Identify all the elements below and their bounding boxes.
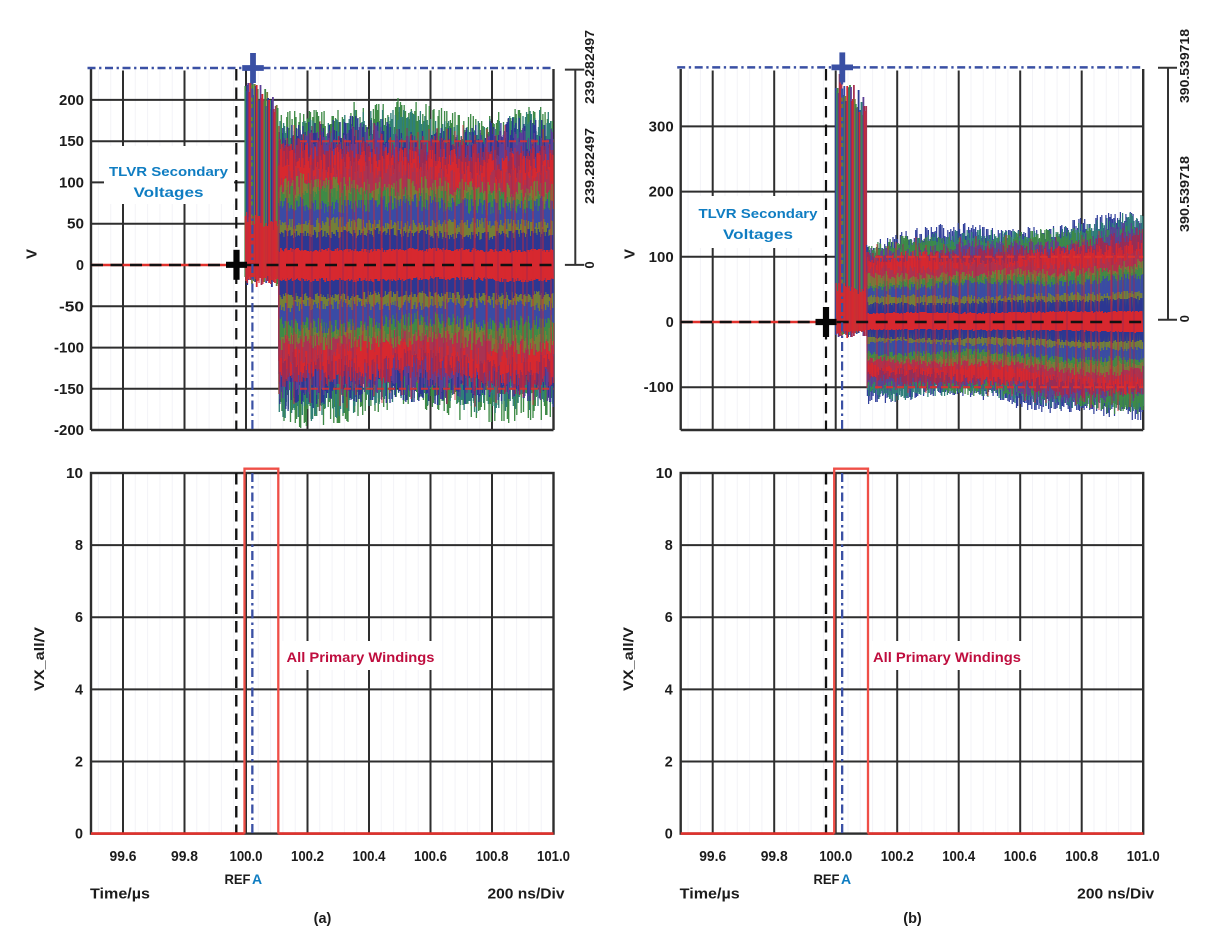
svg-text:300: 300 <box>649 119 674 135</box>
svg-text:4: 4 <box>665 682 673 698</box>
svg-text:8: 8 <box>75 538 83 554</box>
svg-text:50: 50 <box>67 217 84 233</box>
svg-text:99.6: 99.6 <box>699 849 726 865</box>
svg-text:0: 0 <box>666 315 674 331</box>
svg-text:Voltages: Voltages <box>723 227 793 242</box>
svg-text:100.2: 100.2 <box>291 849 324 865</box>
svg-text:10: 10 <box>66 466 83 482</box>
svg-text:390.539718: 390.539718 <box>1177 29 1192 103</box>
svg-text:-200: -200 <box>54 423 84 439</box>
svg-text:(a): (a) <box>314 911 332 927</box>
svg-text:V: V <box>24 249 41 259</box>
svg-text:101.0: 101.0 <box>1127 849 1160 865</box>
svg-text:99.8: 99.8 <box>171 849 198 865</box>
svg-text:All Primary Windings: All Primary Windings <box>873 650 1021 665</box>
svg-text:100.4: 100.4 <box>353 849 386 865</box>
svg-text:REF: REF <box>814 871 840 887</box>
svg-text:100.8: 100.8 <box>476 849 509 865</box>
svg-text:TLVR Secondary: TLVR Secondary <box>109 164 229 179</box>
svg-text:2: 2 <box>665 754 673 770</box>
svg-text:2: 2 <box>75 754 83 770</box>
svg-text:150: 150 <box>59 134 84 150</box>
svg-text:100.0: 100.0 <box>230 849 263 865</box>
svg-text:A: A <box>841 871 851 887</box>
svg-text:0: 0 <box>582 261 597 268</box>
svg-text:All Primary Windings: All Primary Windings <box>287 650 435 665</box>
svg-text:99.6: 99.6 <box>110 849 137 865</box>
svg-text:4: 4 <box>75 682 83 698</box>
svg-text:200 ns/Div: 200 ns/Div <box>1077 887 1154 903</box>
svg-text:100.4: 100.4 <box>942 849 975 865</box>
svg-text:239.282497: 239.282497 <box>582 128 597 204</box>
svg-text:Time/µs: Time/µs <box>90 887 150 903</box>
svg-text:Time/µs: Time/µs <box>680 887 740 903</box>
svg-text:-100: -100 <box>54 341 84 357</box>
svg-text:239.282497: 239.282497 <box>582 30 597 104</box>
svg-text:REF: REF <box>225 871 251 887</box>
svg-text:6: 6 <box>75 610 83 626</box>
svg-text:A: A <box>252 871 262 887</box>
svg-text:-50: -50 <box>59 299 84 315</box>
svg-text:0: 0 <box>76 258 84 274</box>
svg-text:200: 200 <box>59 93 84 109</box>
svg-text:200: 200 <box>649 185 674 201</box>
svg-text:0: 0 <box>665 827 673 843</box>
svg-text:10: 10 <box>656 466 673 482</box>
svg-text:99.8: 99.8 <box>761 849 788 865</box>
svg-text:100: 100 <box>649 250 674 266</box>
svg-text:Voltages: Voltages <box>134 185 204 200</box>
svg-text:200 ns/Div: 200 ns/Div <box>488 887 565 903</box>
svg-text:V: V <box>622 249 639 259</box>
svg-text:100.8: 100.8 <box>1065 849 1098 865</box>
svg-text:101.0: 101.0 <box>537 849 570 865</box>
svg-text:100.6: 100.6 <box>1004 849 1037 865</box>
svg-text:0: 0 <box>75 827 83 843</box>
svg-text:-100: -100 <box>644 380 674 396</box>
svg-text:0: 0 <box>1177 315 1192 322</box>
svg-text:390.539718: 390.539718 <box>1177 156 1192 232</box>
svg-text:VX_all/V: VX_all/V <box>621 627 636 691</box>
svg-text:100.0: 100.0 <box>819 849 852 865</box>
svg-text:100.2: 100.2 <box>881 849 914 865</box>
svg-text:VX_all/V: VX_all/V <box>32 627 47 691</box>
svg-text:100: 100 <box>59 175 84 191</box>
svg-text:8: 8 <box>665 538 673 554</box>
svg-text:TLVR Secondary: TLVR Secondary <box>699 206 819 221</box>
svg-text:(b): (b) <box>903 911 922 927</box>
svg-text:6: 6 <box>665 610 673 626</box>
svg-text:-150: -150 <box>54 382 84 398</box>
svg-text:100.6: 100.6 <box>414 849 447 865</box>
